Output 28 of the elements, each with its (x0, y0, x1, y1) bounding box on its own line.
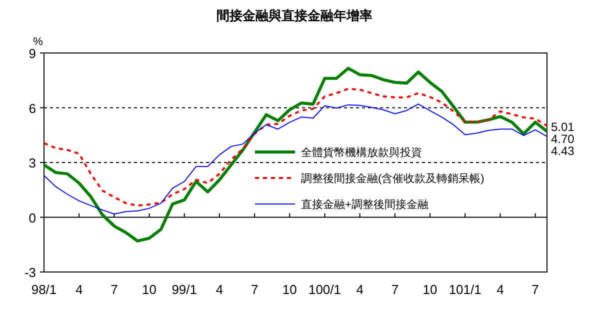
legend-label: 調整後間接金融(含催收款及轉銷呆帳) (301, 172, 484, 185)
y-tick-label: 3 (28, 156, 36, 170)
x-tick-label: 10 (422, 282, 438, 297)
x-tick-label: 10 (282, 282, 297, 297)
legend-label: 全體貨幣機構放款與投資 (301, 146, 422, 159)
y-tick-label: 0 (28, 210, 36, 226)
x-tick-label: 100/1 (308, 282, 342, 297)
x-tick-label: 7 (532, 282, 539, 297)
x-tick-label: 7 (250, 282, 258, 297)
data-label: 4.43 (551, 144, 575, 158)
x-tick-label: 10 (142, 282, 157, 297)
y-tick-label: 9 (28, 46, 36, 61)
x-tick-label: 4 (216, 282, 224, 297)
data-label: 5.01 (551, 120, 575, 134)
y-tick-label: -3 (24, 265, 36, 280)
x-tick-label: 98/1 (31, 282, 57, 297)
x-tick-label: 7 (391, 282, 399, 297)
x-tick-label: 101/1 (448, 282, 482, 297)
data-label: 4.70 (551, 132, 575, 146)
x-tick-label: 4 (75, 282, 83, 297)
x-tick-label: 4 (496, 282, 504, 297)
x-tick-label: 99/1 (172, 282, 198, 297)
y-axis-title: % (33, 36, 44, 48)
x-tick-label: 4 (356, 282, 364, 297)
chart-title: 間接金融與直接金融年增率 (216, 8, 372, 23)
legend-label: 直接金融+調整後間接金融 (301, 198, 428, 211)
y-tick-label: 6 (28, 100, 36, 116)
x-tick-label: 7 (110, 282, 118, 297)
